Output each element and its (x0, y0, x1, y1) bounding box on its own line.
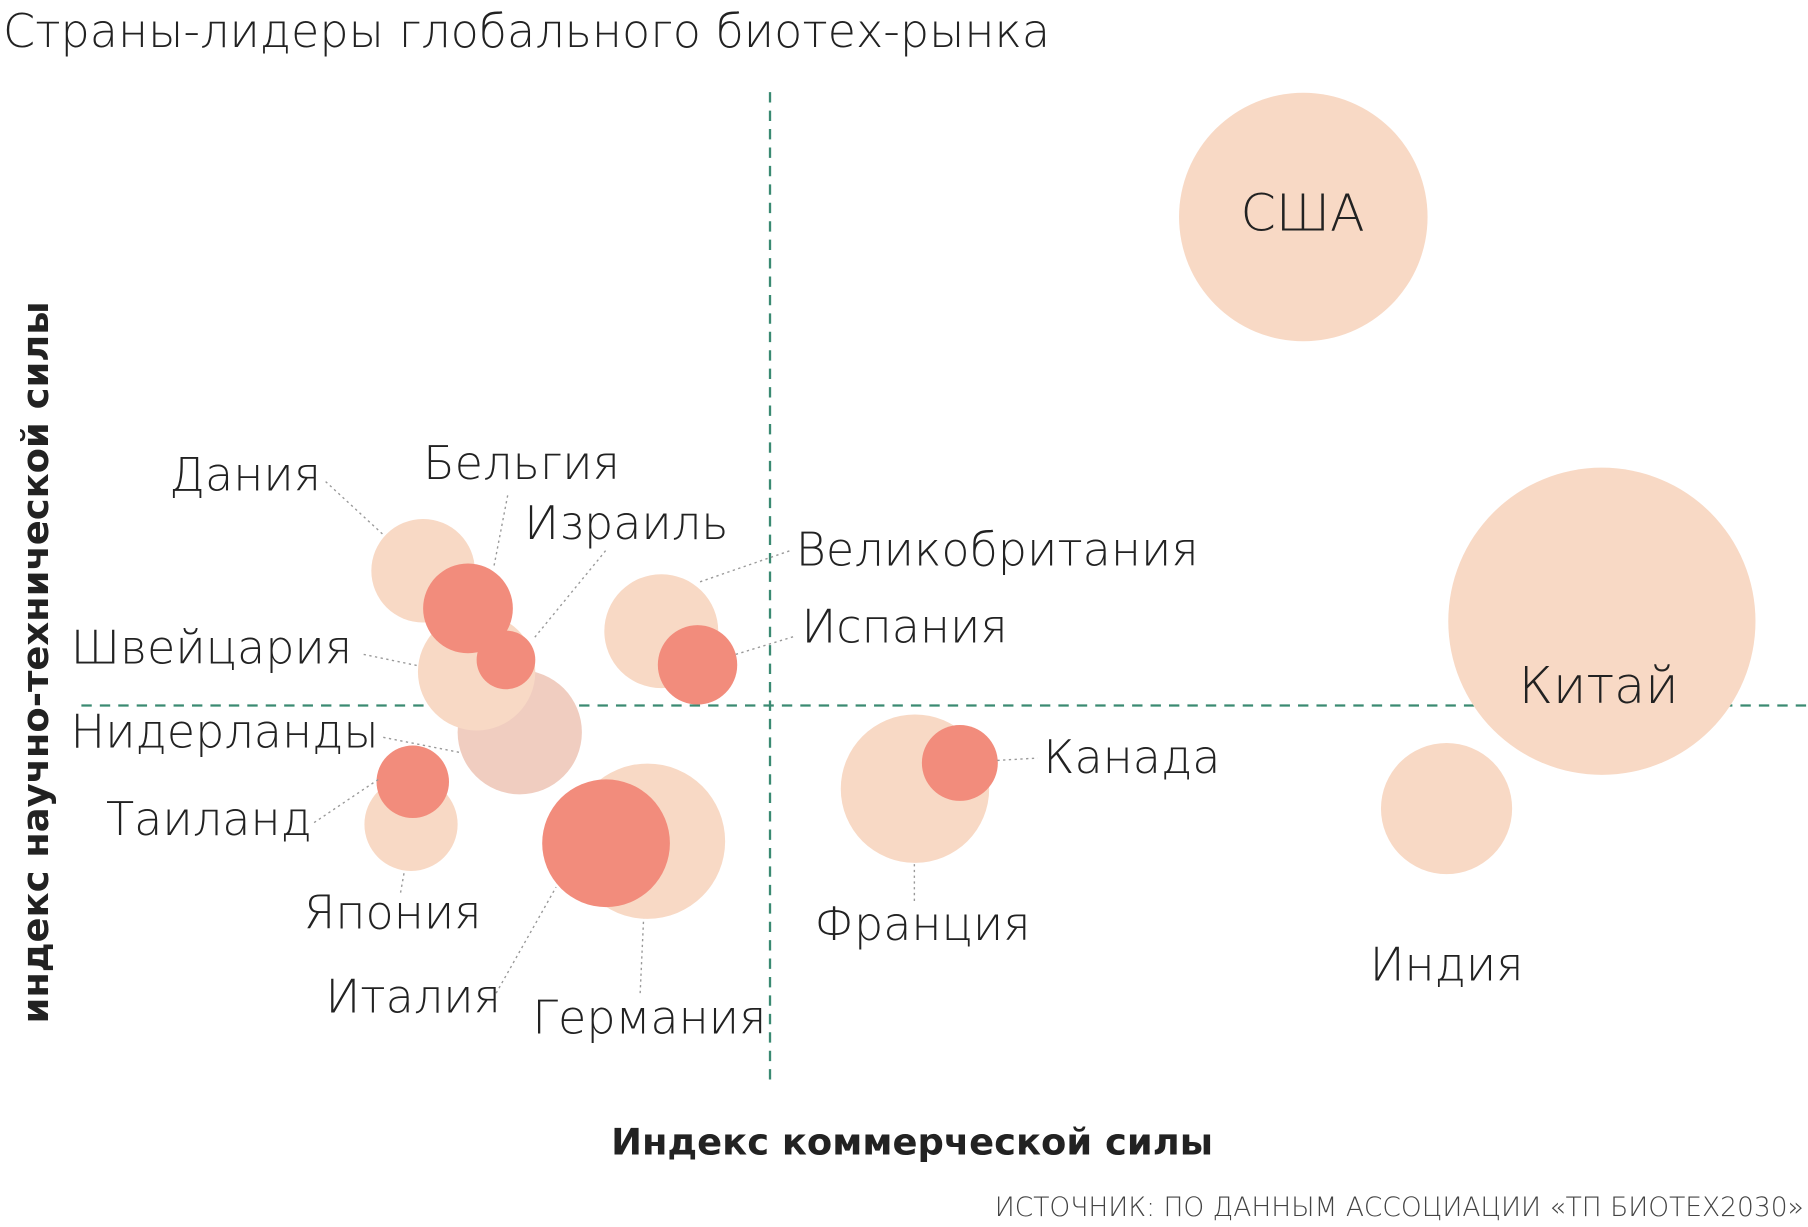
bubble (1448, 467, 1756, 775)
x-axis-title: Индекс коммерческой силы (611, 1121, 1213, 1164)
point-label: Испания (801, 600, 1007, 654)
point-label: Индия (1370, 937, 1524, 991)
leader-line (735, 635, 796, 656)
point-label: Бельгия (423, 436, 620, 490)
leader-line (493, 495, 509, 567)
labels: США Китай Индия Франция Великобритания Дания Н… (71, 184, 1679, 1045)
point-label: Дания (169, 448, 321, 502)
chart-title: Страны-лидеры глобального биотех-рынка (3, 4, 1050, 58)
point-label: США (1241, 184, 1365, 243)
point-label: Италия (326, 970, 501, 1024)
leader-line (363, 653, 420, 667)
plot (81, 92, 1808, 1083)
point-label: Великобритания (796, 523, 1199, 577)
bubble (657, 625, 738, 705)
point-label: Таиланд (106, 792, 312, 846)
bubble (376, 745, 450, 819)
point-label: Израиль (524, 496, 728, 550)
leader-line (532, 550, 607, 640)
leader-line (699, 550, 791, 583)
bubble (1179, 92, 1428, 342)
point-label: Канада (1043, 730, 1220, 784)
leader-line (997, 757, 1038, 762)
leader-line (639, 918, 645, 994)
bubble (476, 630, 536, 690)
bubble (921, 724, 998, 801)
leader-line (495, 886, 557, 994)
leader-line (325, 481, 385, 537)
bubble (1380, 742, 1513, 875)
leader-line (383, 736, 460, 754)
point-label: Китай (1519, 656, 1679, 715)
source-note: ИСТОЧНИК: ПО ДАННЫМ АССОЦИАЦИИ «ТП БИОТЕ… (995, 1192, 1804, 1223)
point-label: Нидерланды (71, 705, 379, 759)
y-axis-title: индекс научно-технической силы (14, 301, 57, 1023)
point-label: Япония (303, 885, 481, 939)
bubble (542, 779, 670, 908)
leader-line (313, 777, 382, 824)
point-label: Германия (532, 990, 766, 1044)
point-label: Швейцария (71, 620, 352, 674)
bubble (423, 563, 513, 654)
point-label: Франция (814, 897, 1030, 951)
